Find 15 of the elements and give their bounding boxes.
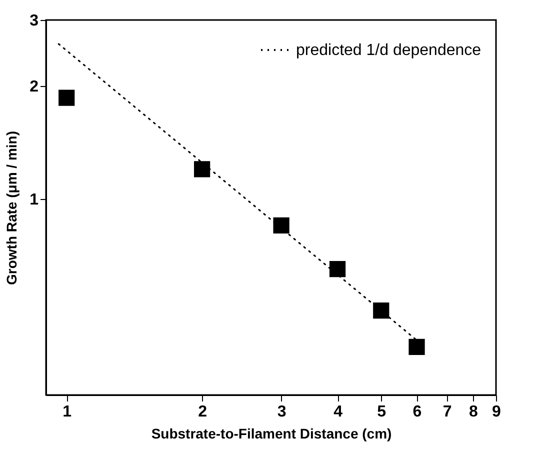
y-axis-title: Growth Rate (μm / min) [4,130,20,286]
x-tick-label: 4 [334,404,343,420]
y-tick-label: 2 [30,78,39,96]
x-tick-label: 3 [277,404,286,420]
x-tick-label: 5 [377,404,386,420]
x-tick-label: 6 [412,404,422,420]
legend-label: predicted 1/d dependence [296,42,482,59]
x-tick-label: 7 [442,404,452,420]
y-tick-label: 3 [30,12,39,30]
x-tick-label: 8 [469,404,478,420]
x-tick-label: 1 [62,404,72,420]
x-tick-label: 9 [492,404,502,420]
y-tick-label: 1 [30,191,39,208]
x-axis-title: Substrate-to-Filament Distance (cm) [151,426,392,442]
x-tick-label: 2 [198,404,208,420]
